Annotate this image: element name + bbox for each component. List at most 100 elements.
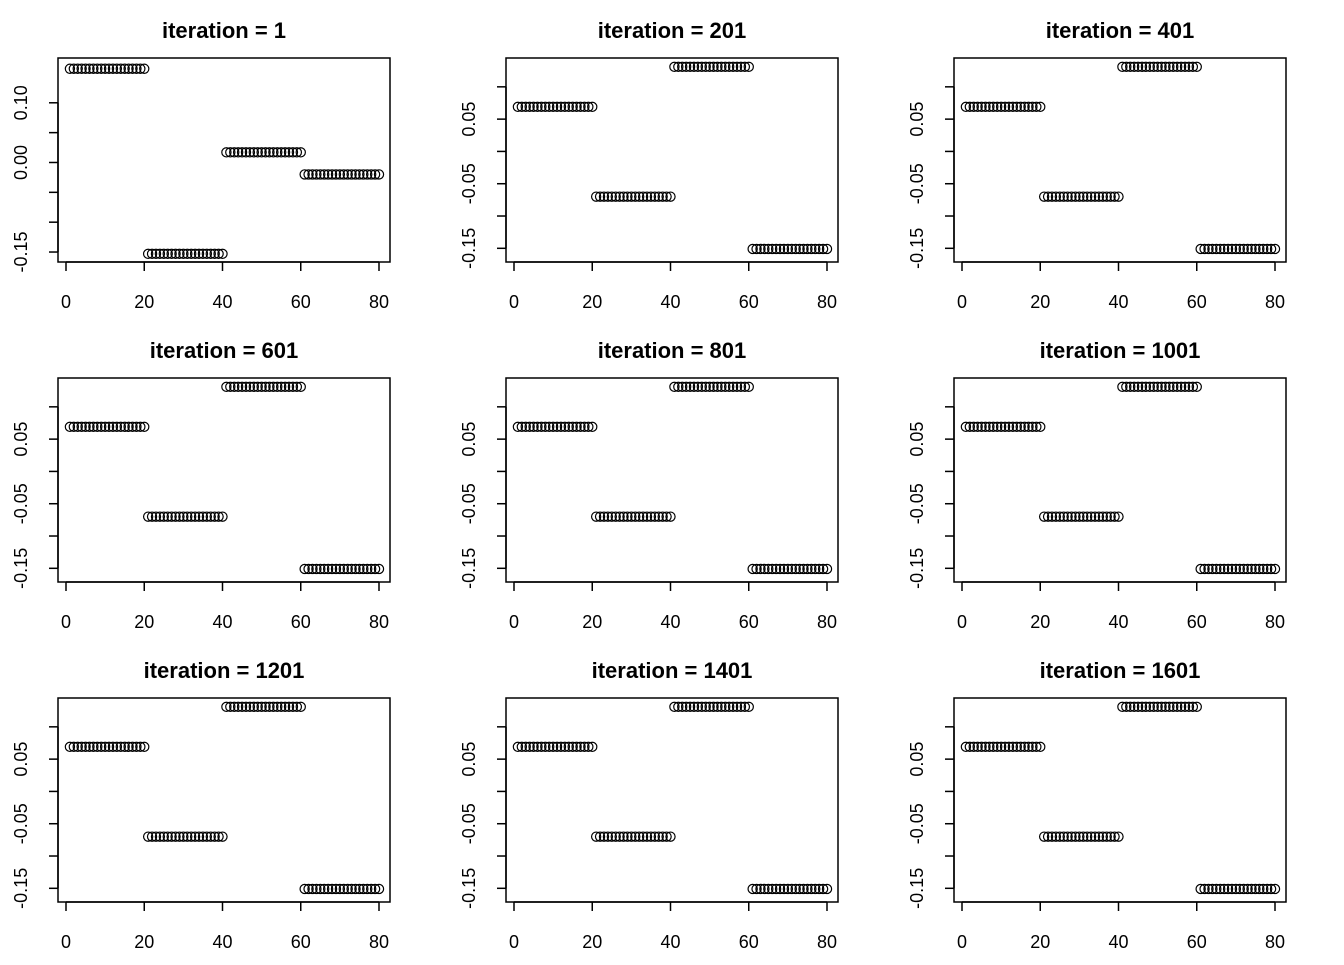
y-axis: -0.15 -0.05 0.05 [907, 86, 955, 269]
data-point [988, 421, 999, 433]
data-point [236, 147, 248, 158]
data-point [142, 511, 154, 522]
data-point [358, 169, 369, 180]
y-axis: -0.15 -0.05 0.05 [11, 726, 59, 909]
data-point [311, 883, 322, 895]
data-point [295, 701, 306, 713]
data-point [1148, 701, 1159, 713]
data-point [1074, 831, 1085, 842]
data-point [532, 421, 543, 433]
data-points [960, 701, 1281, 895]
data-point [723, 701, 735, 713]
data-point [275, 701, 287, 713]
data-point [1144, 701, 1156, 713]
data-point [661, 191, 672, 202]
data-point [602, 191, 614, 202]
data-point [790, 883, 801, 895]
data-point [1109, 511, 1120, 522]
data-point [614, 191, 625, 202]
data-points [512, 61, 833, 255]
data-point [551, 421, 563, 433]
data-point [88, 63, 99, 74]
data-point [712, 61, 723, 73]
data-point [178, 511, 189, 522]
data-point [1168, 61, 1179, 73]
data-point [229, 381, 240, 393]
x-tick-label: 20 [582, 612, 602, 632]
data-point [92, 63, 103, 74]
data-point [995, 101, 1007, 113]
data-point [139, 421, 150, 433]
data-point [334, 169, 346, 180]
data-point [358, 563, 369, 575]
data-point [1140, 381, 1152, 393]
data-point [622, 831, 633, 842]
data-point [1144, 61, 1156, 73]
x-tick-label: 80 [369, 932, 389, 952]
data-point [346, 563, 357, 575]
data-points [64, 701, 385, 895]
data-point [1113, 831, 1124, 842]
data-point [107, 421, 119, 433]
y-axis: -0.15 -0.05 0.05 [459, 726, 507, 909]
data-point [649, 831, 661, 842]
data-point [1234, 883, 1245, 895]
x-tick-label: 60 [291, 292, 311, 312]
data-point [1171, 61, 1183, 73]
data-point [1035, 421, 1046, 433]
data-point [528, 101, 539, 113]
data-point [735, 701, 747, 713]
data-point [252, 147, 263, 158]
data-point [221, 701, 232, 713]
x-axis: 0 20 40 60 80 [957, 261, 1285, 312]
data-point [115, 741, 126, 753]
data-point [1038, 191, 1050, 202]
data-point [1148, 381, 1159, 393]
data-point [1132, 61, 1144, 73]
data-point [170, 511, 181, 522]
y-tick-label: -0.15 [11, 548, 31, 589]
data-point [76, 63, 87, 74]
data-point [606, 191, 618, 202]
data-point [590, 511, 602, 522]
data-point [583, 741, 594, 753]
data-point [1187, 381, 1199, 393]
data-point [185, 248, 197, 260]
data-point [315, 169, 326, 180]
data-point [544, 101, 555, 113]
data-point [272, 381, 283, 393]
data-point [680, 701, 692, 713]
data-point [716, 381, 727, 393]
data-point [657, 831, 668, 842]
data-point [240, 147, 252, 158]
data-point [303, 883, 314, 895]
data-point [767, 563, 778, 575]
x-tick-label: 40 [212, 932, 232, 952]
data-point [743, 61, 754, 73]
data-point [1211, 883, 1222, 895]
data-point [532, 101, 543, 113]
data-point [626, 191, 637, 202]
data-point [794, 243, 805, 255]
data-point [260, 381, 271, 393]
data-point [567, 421, 578, 433]
data-point [307, 883, 318, 895]
data-point [786, 243, 797, 255]
data-point [587, 421, 598, 433]
data-point [1023, 421, 1034, 433]
plot-frame [953, 57, 1287, 263]
data-point [1035, 741, 1046, 753]
data-point [64, 421, 76, 433]
data-point [606, 831, 618, 842]
x-tick-label: 20 [134, 932, 154, 952]
data-point [547, 421, 559, 433]
data-point [1027, 741, 1038, 753]
y-tick-label: -0.15 [11, 232, 31, 273]
data-point [602, 831, 614, 842]
data-point [1226, 883, 1238, 895]
panel-title: iteration = 1 [162, 18, 286, 43]
data-point [1238, 883, 1249, 895]
data-point [342, 563, 353, 575]
data-point [739, 701, 751, 713]
data-point [992, 421, 1003, 433]
